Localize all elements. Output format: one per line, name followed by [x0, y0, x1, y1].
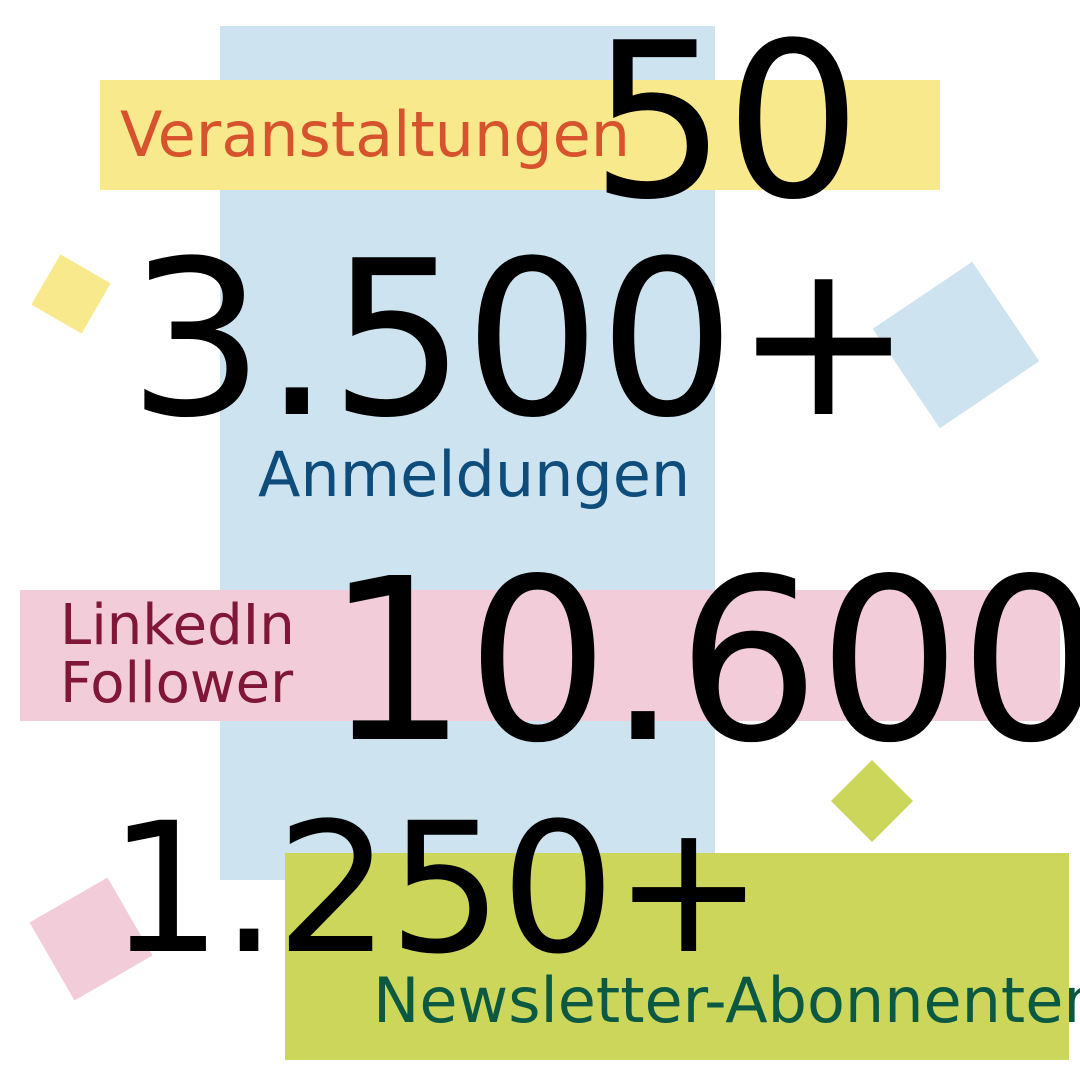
linkedin-value: 10.600 — [325, 531, 1080, 793]
registrations-label: Anmeldungen — [258, 438, 691, 511]
events-value: 50 — [590, 0, 862, 247]
newsletter-value: 1.250+ — [108, 785, 764, 994]
events-label: Veranstaltungen — [120, 98, 631, 171]
linkedin-label-line1: LinkedIn — [60, 593, 295, 658]
yellow-band — [100, 80, 940, 190]
linkedin-label: LinkedIn Follower — [60, 597, 295, 712]
green-band — [285, 853, 1069, 1060]
yellow-diamond-decoration — [31, 254, 111, 334]
linkedin-label-line2: Follower — [60, 650, 294, 716]
newsletter-label: Newsletter-Abonnenten — [373, 964, 1080, 1037]
pink-band — [20, 590, 1060, 721]
registrations-value: 3.500+ — [128, 214, 914, 465]
